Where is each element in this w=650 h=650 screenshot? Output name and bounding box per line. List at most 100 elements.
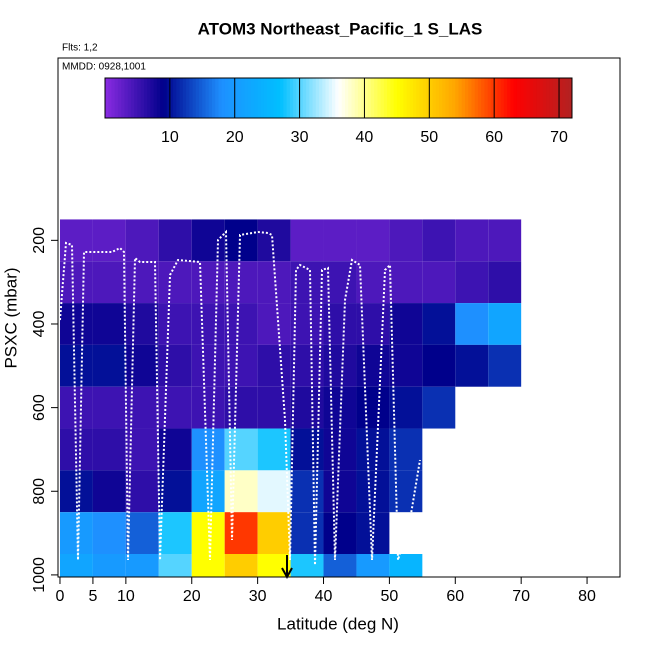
colorbar-swatch bbox=[195, 78, 200, 118]
heatmap-cell bbox=[59, 553, 93, 577]
colorbar-tick-label: 30 bbox=[291, 129, 309, 146]
colorbar-swatch bbox=[442, 78, 447, 118]
colorbar-swatch bbox=[140, 78, 145, 118]
heatmap-cell bbox=[257, 553, 291, 577]
colorbar-swatch bbox=[244, 78, 249, 118]
heatmap-cell bbox=[422, 303, 456, 345]
heatmap-cell bbox=[290, 470, 324, 513]
colorbar-swatch bbox=[283, 78, 288, 118]
colorbar-swatch bbox=[315, 78, 320, 118]
chart-title: ATOM3 Northeast_Pacific_1 S_LAS bbox=[198, 19, 483, 38]
colorbar-swatch bbox=[390, 78, 395, 118]
heatmap-cell bbox=[125, 303, 159, 345]
colorbar-swatch bbox=[448, 78, 453, 118]
colorbar-swatch bbox=[302, 78, 307, 118]
heatmap-cell bbox=[191, 344, 225, 387]
colorbar-swatch bbox=[241, 78, 245, 118]
colorbar-swatch bbox=[173, 78, 177, 118]
colorbar-swatch bbox=[468, 78, 472, 118]
colorbar-swatch bbox=[344, 78, 349, 118]
colorbar-swatch bbox=[338, 78, 343, 118]
colorbar-tick-label: 60 bbox=[485, 129, 503, 146]
colorbar-swatch bbox=[273, 78, 278, 118]
y-tick-label: 800 bbox=[31, 478, 48, 505]
heatmap-cell bbox=[290, 553, 324, 577]
heatmap-cell bbox=[92, 512, 126, 554]
colorbar-swatch bbox=[403, 78, 408, 118]
heatmap-cell bbox=[92, 344, 126, 387]
colorbar-swatch bbox=[163, 78, 168, 118]
heatmap-cell bbox=[191, 303, 225, 345]
colorbar-swatch bbox=[351, 78, 356, 118]
x-tick-label: 5 bbox=[88, 588, 97, 605]
colorbar-tick-label: 50 bbox=[420, 129, 438, 146]
heatmap-cell bbox=[356, 428, 390, 471]
heatmap-cell bbox=[125, 261, 159, 304]
heatmap-cell bbox=[389, 553, 423, 577]
colorbar-swatch bbox=[156, 78, 161, 118]
heatmap-cell bbox=[455, 303, 489, 345]
colorbar-swatch bbox=[406, 78, 411, 118]
colorbar-swatch bbox=[536, 78, 541, 118]
x-tick-label: 60 bbox=[446, 588, 464, 605]
colorbar-swatch bbox=[121, 78, 125, 118]
colorbar-swatch bbox=[400, 78, 404, 118]
colorbar-swatch bbox=[377, 78, 382, 118]
colorbar-swatch bbox=[309, 78, 314, 118]
x-tick-label: 70 bbox=[512, 588, 530, 605]
colorbar-swatch bbox=[280, 78, 284, 118]
heatmap-cell bbox=[488, 303, 522, 345]
heatmap-cell bbox=[455, 261, 489, 304]
colorbar-swatch bbox=[205, 78, 210, 118]
heatmap-cell bbox=[389, 344, 423, 387]
heatmap-cell bbox=[59, 344, 93, 387]
colorbar-swatch bbox=[416, 78, 421, 118]
colorbar-swatch bbox=[296, 78, 301, 118]
heatmap-cell bbox=[92, 261, 126, 304]
colorbar-swatch bbox=[490, 78, 495, 118]
colorbar: 10 20 30 40 50 60 70 bbox=[104, 77, 573, 146]
heatmap-cell bbox=[224, 303, 258, 345]
heatmap-cell bbox=[224, 219, 258, 262]
colorbar-swatch bbox=[481, 78, 485, 118]
colorbar-swatch bbox=[263, 78, 268, 118]
colorbar-swatch bbox=[325, 78, 330, 118]
heatmap-cell bbox=[158, 344, 192, 387]
heatmap-cell bbox=[455, 344, 489, 387]
colorbar-swatch bbox=[105, 78, 109, 118]
heatmap-cell bbox=[224, 261, 258, 304]
colorbar-swatch bbox=[108, 78, 112, 118]
colorbar-tick-label: 20 bbox=[226, 129, 244, 146]
y-axis-label: PSXC (mbar) bbox=[1, 267, 20, 368]
colorbar-swatch bbox=[549, 78, 554, 118]
colorbar-swatch bbox=[166, 78, 171, 118]
colorbar-swatch bbox=[500, 78, 505, 118]
colorbar-swatch bbox=[270, 78, 275, 118]
colorbar-swatch bbox=[520, 78, 524, 118]
colorbar-swatch bbox=[319, 78, 323, 118]
colorbar-swatch bbox=[134, 78, 138, 118]
colorbar-swatch bbox=[254, 78, 258, 118]
colorbar-swatch bbox=[568, 78, 573, 118]
plot-frame bbox=[57, 57, 621, 578]
colorbar-swatch bbox=[364, 78, 369, 118]
heatmap-cell bbox=[92, 428, 126, 471]
colorbar-swatch bbox=[474, 78, 479, 118]
colorbar-swatch bbox=[231, 78, 236, 118]
colorbar-swatch bbox=[250, 78, 255, 118]
colorbar-swatch bbox=[374, 78, 378, 118]
colorbar-swatch bbox=[429, 78, 434, 118]
heatmap-cell bbox=[389, 219, 423, 262]
colorbar-swatch bbox=[552, 78, 557, 118]
heatmap-cell bbox=[356, 219, 390, 262]
colorbar-swatch bbox=[445, 78, 450, 118]
colorbar-swatch bbox=[237, 78, 242, 118]
colorbar-swatch bbox=[257, 78, 262, 118]
colorbar-swatch bbox=[393, 78, 398, 118]
colorbar-swatch bbox=[143, 78, 148, 118]
colorbar-swatch bbox=[160, 78, 164, 118]
heatmap-cell bbox=[191, 428, 225, 471]
heatmap-cell bbox=[158, 303, 192, 345]
colorbar-swatch bbox=[484, 78, 489, 118]
colorbar-swatch bbox=[202, 78, 207, 118]
